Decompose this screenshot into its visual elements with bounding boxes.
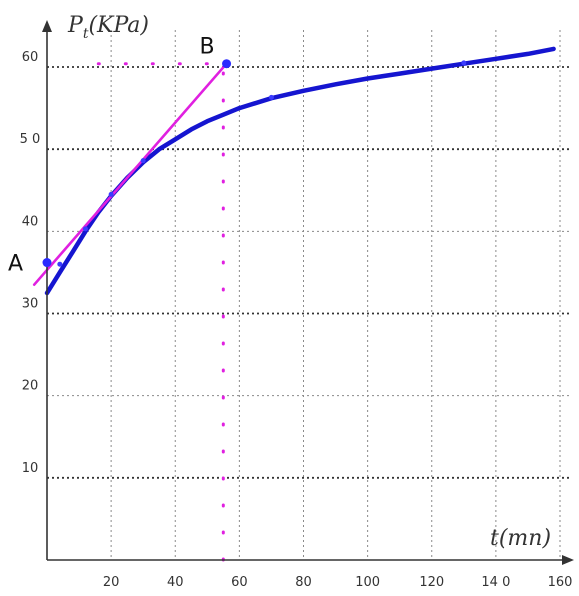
curve-marker <box>461 60 467 66</box>
y-axis-arrow <box>42 20 52 32</box>
y-tick-label: 40 <box>22 214 39 229</box>
series-group <box>32 46 556 562</box>
y-tick-label: 30 <box>22 297 39 312</box>
curve-marker <box>108 191 114 197</box>
labeled-points: AB <box>8 35 232 277</box>
y-tick-label: 20 <box>22 379 39 394</box>
x-tick-labels: 20 40 60 80 100 120 14 0 160 <box>103 575 573 590</box>
y-tick-label: 60 <box>22 50 39 65</box>
tangent-line <box>32 62 228 287</box>
point-a-marker <box>42 258 52 268</box>
curve-marker <box>82 226 88 232</box>
y-axis-title: Pt(KPa) <box>67 13 149 42</box>
x-tick-label: 100 <box>355 575 380 590</box>
x-tick-label: 20 <box>103 575 120 590</box>
pressure-curve <box>44 46 556 296</box>
y-tick-labels: 10 20 30 40 5 0 60 <box>20 50 41 476</box>
point-a-label: A <box>8 252 23 277</box>
x-tick-label: 14 0 <box>481 575 510 590</box>
y-tick-label: 10 <box>22 461 39 476</box>
x-axis-arrow <box>562 555 574 565</box>
curve-marker <box>268 94 274 100</box>
grid <box>47 30 570 560</box>
axes <box>42 20 574 565</box>
curve-marker <box>140 158 146 164</box>
x-axis-title: t(mn) <box>490 526 551 551</box>
x-tick-label: 60 <box>231 575 248 590</box>
x-tick-label: 40 <box>167 575 184 590</box>
point-b-marker <box>222 59 232 69</box>
x-tick-label: 160 <box>548 575 573 590</box>
y-tick-label: 5 0 <box>20 132 41 147</box>
point-b-label: B <box>200 35 215 60</box>
x-tick-label: 120 <box>419 575 444 590</box>
curve-marker <box>57 261 63 267</box>
x-tick-label: 80 <box>295 575 312 590</box>
